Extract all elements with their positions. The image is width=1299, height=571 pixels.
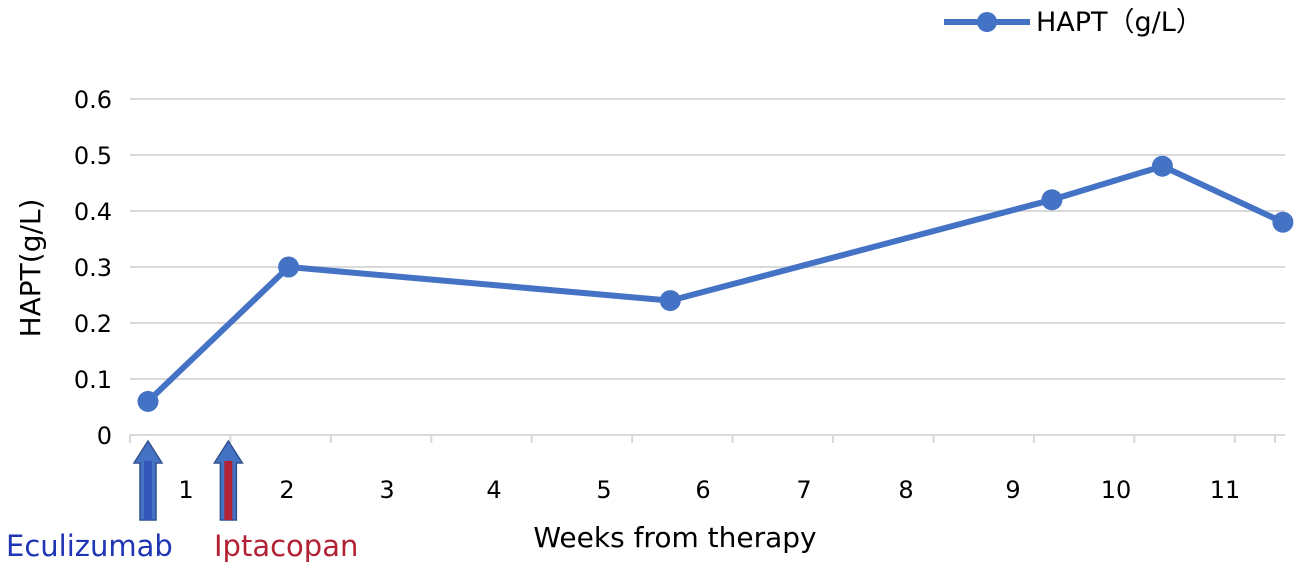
data-point — [1041, 189, 1063, 211]
annotation-arrow — [132, 439, 164, 521]
legend-swatch-marker — [977, 12, 997, 32]
series-layer — [137, 155, 1294, 412]
y-tick-label: 0.3 — [74, 254, 112, 282]
annotations: Eculizumab Iptacopan — [6, 439, 358, 563]
x-axis-title: Weeks from therapy — [533, 521, 816, 554]
x-tick-label: 4 — [486, 476, 501, 504]
x-axis — [129, 434, 1285, 443]
y-tick-label: 0.4 — [74, 198, 112, 226]
data-point — [1151, 155, 1173, 177]
y-tick-label: 0.1 — [74, 366, 112, 394]
x-tick-label: 5 — [596, 476, 611, 504]
y-axis-title: HAPT(g/L) — [14, 199, 47, 338]
data-point — [278, 256, 300, 278]
x-tick-label: 2 — [279, 476, 294, 504]
x-tick-label: 7 — [796, 476, 811, 504]
x-tick-label: 1 — [178, 476, 193, 504]
x-tick-label: 10 — [1101, 476, 1132, 504]
legend-label: HAPT（g/L） — [1036, 7, 1203, 38]
annotation-label: Eculizumab — [6, 529, 173, 563]
data-point — [137, 390, 159, 412]
legend: HAPT（g/L） — [944, 7, 1203, 38]
y-axis-ticks: 0 0.1 0.2 0.3 0.4 0.5 0.6 — [74, 86, 112, 450]
x-tick-label: 8 — [898, 476, 913, 504]
annotation-label: Iptacopan — [214, 529, 358, 563]
x-tick-label: 11 — [1210, 476, 1241, 504]
data-point — [1272, 211, 1294, 233]
arrow-core — [224, 461, 233, 520]
y-tick-label: 0.2 — [74, 310, 112, 338]
annotation-arrow — [212, 439, 244, 521]
series-line — [145, 163, 1285, 404]
data-point — [659, 290, 681, 312]
arrow-core — [144, 461, 152, 520]
x-tick-label: 6 — [695, 476, 710, 504]
y-tick-label: 0 — [97, 422, 112, 450]
gridlines — [130, 98, 1285, 380]
x-axis-ticks: 1 2 3 4 5 6 7 8 9 10 11 — [178, 476, 1240, 504]
x-tick-label: 3 — [379, 476, 394, 504]
x-tick-label: 9 — [1005, 476, 1020, 504]
y-tick-label: 0.6 — [74, 86, 112, 114]
y-tick-label: 0.5 — [74, 142, 112, 170]
